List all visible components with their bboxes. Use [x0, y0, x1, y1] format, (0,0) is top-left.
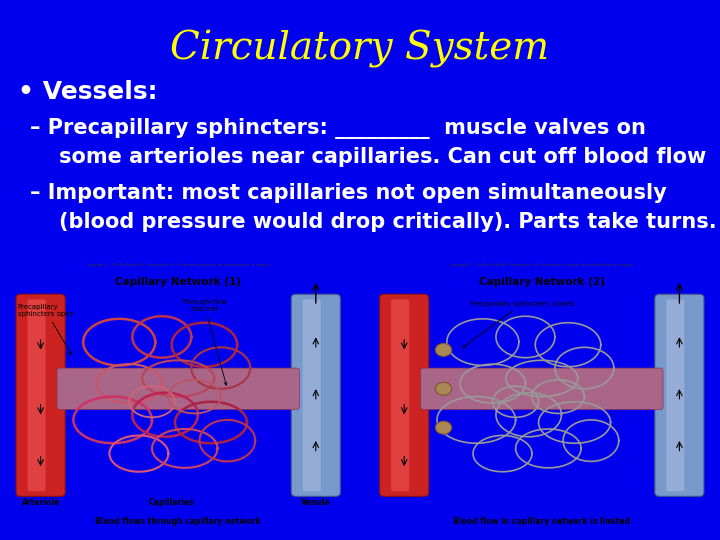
FancyBboxPatch shape	[420, 368, 663, 409]
Text: (blood pressure would drop critically). Parts take turns.: (blood pressure would drop critically). …	[30, 212, 716, 232]
Text: Precapillary
sphincters open: Precapillary sphincters open	[18, 304, 73, 354]
Text: some arterioles near capillaries. Can cut off blood flow: some arterioles near capillaries. Can cu…	[30, 147, 706, 167]
Text: Capillaries: Capillaries	[149, 498, 194, 508]
Text: Copyright © The McGraw-Hill Companies, Inc. Permission required for reproduction: Copyright © The McGraw-Hill Companies, I…	[86, 263, 271, 267]
Text: Capillary Network (2): Capillary Network (2)	[479, 278, 605, 287]
Text: Copyright © The McGraw-Hill Companies, Inc. Permission required for reproduction: Copyright © The McGraw-Hill Companies, I…	[449, 263, 634, 267]
FancyBboxPatch shape	[302, 299, 320, 491]
Circle shape	[436, 343, 451, 356]
FancyBboxPatch shape	[654, 294, 704, 496]
FancyBboxPatch shape	[57, 368, 300, 409]
FancyBboxPatch shape	[27, 299, 45, 491]
Text: Capillary Network (1): Capillary Network (1)	[115, 278, 241, 287]
FancyBboxPatch shape	[379, 294, 429, 496]
Text: Blood flows through capillary network: Blood flows through capillary network	[95, 517, 261, 525]
Text: Venule: Venule	[301, 498, 330, 508]
Text: • Vessels:: • Vessels:	[18, 80, 158, 104]
Circle shape	[436, 382, 451, 395]
FancyBboxPatch shape	[16, 294, 66, 496]
Text: Circulatory System: Circulatory System	[171, 30, 549, 68]
Text: – Precapillary sphincters: _________  muscle valves on: – Precapillary sphincters: _________ mus…	[30, 118, 646, 139]
Text: – Important: most capillaries not open simultaneously: – Important: most capillaries not open s…	[30, 183, 667, 203]
FancyBboxPatch shape	[391, 299, 409, 491]
Text: Blood flow in capillary network is limited: Blood flow in capillary network is limit…	[454, 517, 630, 525]
Text: Precapillary sphincters closed: Precapillary sphincters closed	[463, 301, 574, 348]
FancyBboxPatch shape	[666, 299, 684, 491]
Text: Arteriole: Arteriole	[22, 498, 60, 508]
FancyBboxPatch shape	[291, 294, 341, 496]
Circle shape	[436, 421, 451, 434]
Text: Through-flow
channel: Through-flow channel	[181, 299, 228, 385]
